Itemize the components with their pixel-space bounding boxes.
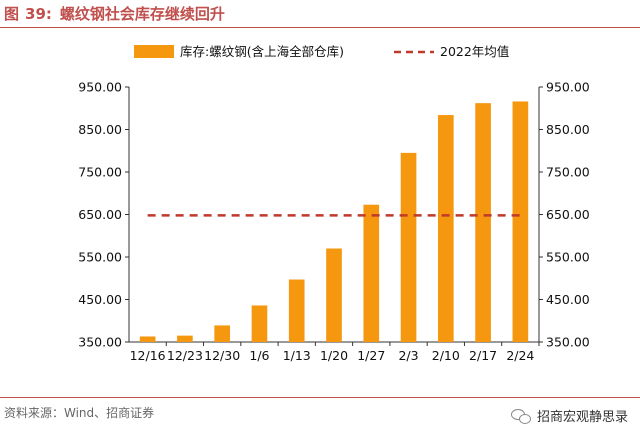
legend-label-line: 2022年均值: [440, 44, 509, 59]
figure-prefix: 图: [4, 5, 20, 23]
x-tick-label: 1/6: [249, 348, 269, 363]
y-tick-label-left: 750.00: [78, 165, 122, 180]
watermark: 招商宏观静思录: [510, 406, 628, 425]
y-tick-label-left: 950.00: [78, 80, 122, 95]
figure-title: 图 39: 螺纹钢社会库存继续回升: [4, 3, 225, 24]
bar: [177, 335, 193, 342]
figure-title-text: 螺纹钢社会库存继续回升: [59, 5, 225, 23]
y-tick-label-right: 850.00: [546, 122, 590, 137]
y-tick-label-left: 550.00: [78, 250, 122, 265]
bar: [288, 279, 305, 342]
x-tick-label: 1/13: [283, 348, 311, 363]
y-tick-label-left: 350.00: [78, 335, 122, 350]
x-tick-label: 2/24: [506, 348, 534, 363]
bar: [400, 152, 417, 342]
legend-label-bar: 库存:螺纹钢(含上海全部仓库): [180, 44, 344, 59]
x-tick-label: 12/30: [204, 348, 240, 363]
footer-rule: [0, 397, 640, 398]
source-note: 资料来源：Wind、招商证券: [4, 406, 155, 420]
bar: [326, 248, 342, 342]
bar: [512, 101, 529, 342]
y-tick-label-right: 450.00: [546, 292, 590, 307]
bar: [214, 325, 231, 342]
y-tick-label-right: 550.00: [546, 250, 590, 265]
watermark-text: 招商宏观静思录: [536, 410, 628, 425]
bar: [139, 336, 156, 342]
chart-ticks: 350.00 350.00 450.00 450.00 550.00 550.00 650.…: [78, 80, 590, 364]
y-tick-label-right: 350.00: [546, 335, 590, 350]
y-tick-label-left: 850.00: [78, 122, 122, 137]
bar: [363, 204, 380, 342]
bar: [475, 103, 491, 343]
bar: [437, 115, 454, 342]
chart-bars: [139, 101, 529, 343]
chart-legend: 库存:螺纹钢(含上海全部仓库) 2022年均值: [134, 44, 509, 59]
legend-swatch-bar: [134, 45, 174, 58]
x-tick-label: 2/3: [398, 348, 418, 363]
x-tick-label: 1/20: [320, 348, 348, 363]
bar: [251, 305, 268, 342]
x-tick-label: 12/23: [167, 348, 203, 363]
y-tick-label-right: 950.00: [546, 80, 590, 95]
figure-number: 39:: [25, 5, 52, 23]
y-tick-label-right: 750.00: [546, 165, 590, 180]
x-tick-label: 2/10: [432, 348, 460, 363]
x-tick-label: 2/17: [469, 348, 497, 363]
x-tick-label: 12/16: [130, 348, 166, 363]
x-tick-label: 1/27: [357, 348, 385, 363]
y-tick-label-left: 450.00: [78, 292, 122, 307]
y-tick-label-right: 650.00: [546, 207, 590, 222]
wechat-icon: [510, 408, 531, 424]
title-rule: [0, 27, 640, 28]
y-tick-label-left: 650.00: [78, 207, 122, 222]
